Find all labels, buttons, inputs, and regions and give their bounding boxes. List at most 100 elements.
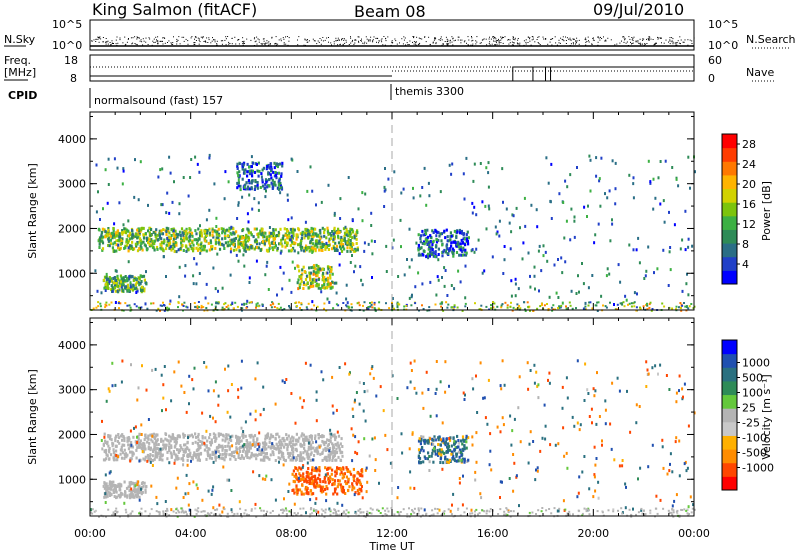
range-gate-cell: [679, 307, 682, 310]
noise-dot: [283, 43, 285, 45]
range-gate-cell: [238, 500, 241, 504]
range-gate-cell: [231, 444, 234, 448]
range-gate-cell: [214, 308, 217, 311]
range-gate-cell: [321, 451, 324, 454]
range-gate-cell: [255, 227, 258, 231]
range-gate-cell: [253, 170, 256, 174]
range-gate-cell: [277, 171, 280, 175]
range-gate-cell: [237, 234, 240, 238]
range-gate-cell: [442, 309, 445, 312]
range-gate-cell: [198, 231, 201, 235]
noise-dot: [537, 36, 539, 38]
range-gate-cell: [108, 276, 111, 279]
range-gate-cell: [329, 273, 332, 277]
noise-dot: [238, 43, 240, 45]
noise-dot: [452, 37, 454, 39]
range-gate-cell: [518, 504, 520, 508]
range-gate-cell: [235, 447, 238, 451]
noise-dot: [632, 39, 634, 41]
range-gate-cell: [450, 241, 453, 245]
range-gate-cell: [168, 211, 171, 215]
range-gate-cell: [298, 436, 301, 440]
range-gate-cell: [455, 445, 459, 449]
range-gate-cell: [446, 442, 450, 446]
range-gate-cell: [308, 233, 311, 237]
range-gate-cell: [307, 447, 310, 451]
range-gate-cell: [241, 195, 244, 199]
range-gate-cell: [204, 239, 207, 243]
noise-dot: [409, 40, 411, 42]
range-gate-cell: [446, 247, 449, 251]
noise-dot: [525, 43, 527, 45]
range-gate-cell: [121, 277, 124, 281]
colorbar-tick-label: 24: [742, 158, 756, 171]
noise-dot: [225, 44, 227, 46]
range-gate-cell: [171, 200, 174, 204]
noise-dot: [360, 40, 362, 41]
noise-dot: [383, 36, 385, 37]
range-gate-cell: [163, 304, 166, 307]
noise-dot: [633, 36, 635, 38]
range-gate-cell: [129, 450, 132, 454]
range-gate-cell: [254, 185, 257, 188]
noise-dot: [99, 36, 101, 38]
range-gate-cell: [315, 284, 318, 288]
range-gate-cell: [438, 234, 441, 238]
range-gate-cell: [440, 439, 444, 443]
range-gate-cell: [188, 454, 192, 458]
range-gate-cell: [161, 304, 164, 307]
range-gate-cell: [224, 236, 227, 240]
range-gate-cell: [143, 278, 146, 282]
range-gate-cell: [280, 454, 283, 458]
range-gate-cell: [509, 414, 512, 418]
range-gate-cell: [156, 238, 159, 242]
range-gate-cell: [406, 386, 409, 390]
range-gate-cell: [409, 470, 412, 474]
range-gate-cell: [342, 245, 345, 249]
range-gate-cell: [427, 441, 430, 445]
noise-dot: [434, 37, 436, 39]
range-gate-cell: [332, 238, 335, 241]
range-gate-cell: [227, 433, 230, 437]
range-gate-cell: [158, 235, 162, 239]
range-gate-cell: [646, 368, 649, 372]
range-gate-cell: [278, 443, 281, 447]
noise-dot: [421, 38, 423, 40]
range-gate-cell: [434, 228, 437, 232]
range-gate-cell: [202, 306, 205, 308]
noise-dot: [157, 43, 158, 45]
range-gate-cell: [358, 487, 361, 491]
noise-dot: [387, 36, 389, 38]
range-gate-cell: [137, 445, 141, 449]
range-gate-cell: [291, 439, 295, 443]
range-gate-cell: [107, 228, 110, 232]
range-gate-cell: [127, 234, 130, 238]
range-gate-cell: [275, 447, 278, 451]
noise-dot: [630, 41, 631, 43]
range-gate-cell: [248, 246, 251, 249]
range-gate-cell: [217, 238, 221, 242]
range-gate-cell: [143, 444, 146, 448]
range-gate-cell: [351, 236, 354, 240]
noise-dot: [561, 38, 563, 40]
range-gate-cell: [122, 169, 125, 173]
range-gate-cell: [109, 494, 112, 497]
range-gate-cell: [271, 187, 274, 190]
range-gate-cell: [349, 249, 352, 253]
range-gate-cell: [252, 435, 255, 439]
range-gate-cell: [565, 451, 568, 455]
range-gate-cell: [183, 391, 186, 394]
noise-dot: [654, 43, 655, 45]
noise-dot: [231, 43, 233, 45]
noise-dot: [333, 41, 335, 43]
range-gate-cell: [275, 432, 278, 436]
range-gate-cell: [155, 433, 158, 437]
range-gate-cell: [256, 361, 259, 365]
range-gate-cell: [159, 449, 162, 453]
range-gate-cell: [185, 245, 188, 249]
noise-right-tick-top: 10^5: [708, 18, 738, 31]
range-gate-cell: [138, 233, 141, 237]
range-gate-cell: [145, 248, 149, 252]
noise-dot: [565, 43, 567, 44]
range-gate-cell: [342, 489, 345, 492]
